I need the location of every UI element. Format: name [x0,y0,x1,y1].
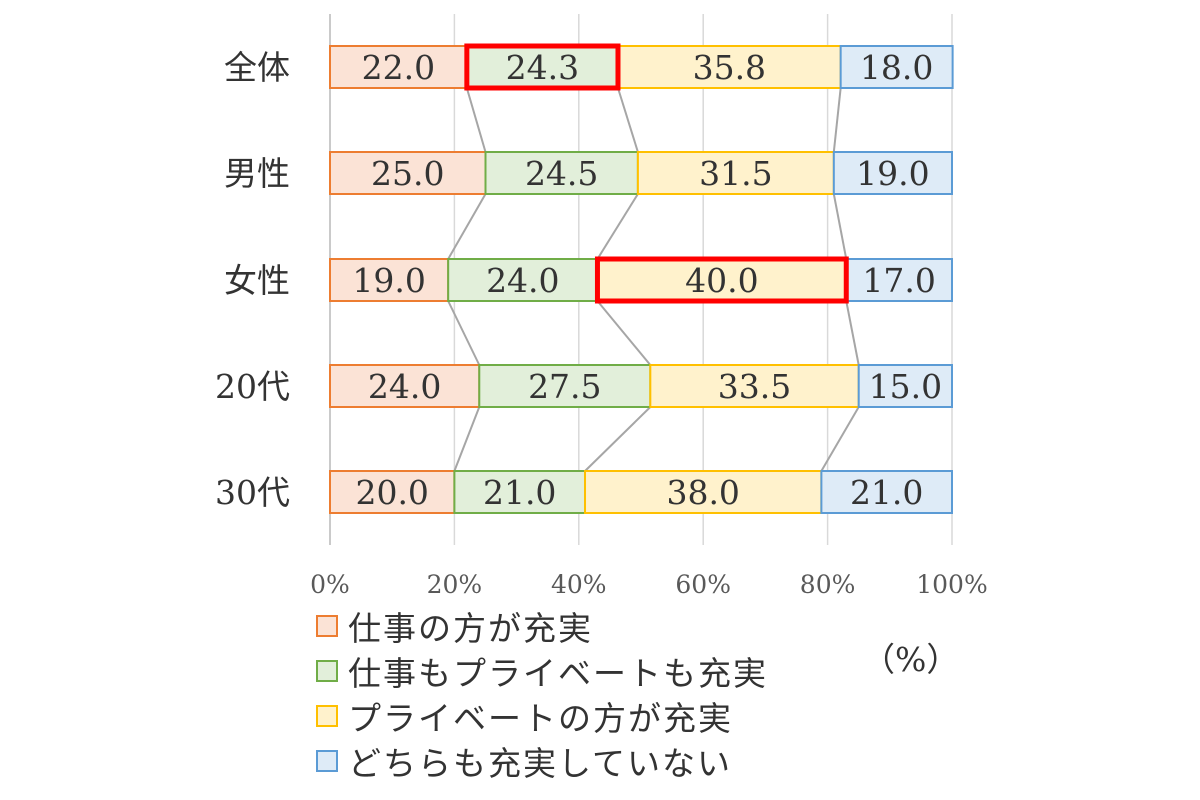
series-line [820,406,860,472]
legend-swatch-both [316,659,338,682]
legend: 仕事の方が充実 仕事もプライベートも充実 プライベートの方が充実 どちらも充実し… [316,603,876,783]
category-label: 全体 [224,48,290,87]
bar-data-label: 38.0 [666,473,739,512]
bar-data-label: 18.0 [860,48,933,87]
bar-data-label: 27.5 [528,367,601,406]
highlight-box [464,43,621,91]
bar-segment [616,45,842,89]
bar-segment [832,151,954,195]
x-tick-label: 40% [551,570,607,599]
bar-data-label: 20.0 [355,473,428,512]
bar-data-label: 31.5 [699,154,772,193]
legend-item-work: 仕事の方が充実 [316,603,876,648]
bar-data-label: 24.0 [486,261,559,300]
legend-label-private: プライベートの方が充実 [348,698,733,738]
category-label: 20代 [215,367,290,406]
bar-data-label: 22.0 [362,48,435,87]
bar-data-label: 19.0 [352,261,425,300]
x-tick-label: 0% [310,570,350,599]
bar-segment [447,258,599,302]
bar-segment [845,258,954,302]
legend-label-both: 仕事もプライベートも充実 [348,653,768,693]
bar-data-label: 40.0 [685,261,758,300]
bar-segment [839,45,954,89]
bar-segment [484,151,639,195]
bar-data-label: 25.0 [371,154,444,193]
series-line [447,193,487,260]
bar-data-label: 15.0 [869,367,942,406]
bar-segment [649,364,860,408]
series-line [584,406,652,472]
series-line [832,193,848,260]
legend-label-neither: どちらも充実していない [348,743,733,783]
bar-data-label: 21.0 [483,473,556,512]
bar-segment [329,258,450,302]
series-line [596,300,652,366]
series-line [617,87,639,153]
x-tick-label: 20% [427,570,483,599]
legend-swatch-neither [316,749,338,772]
legend-swatch-work [316,614,338,637]
series-line [465,87,487,153]
category-label: 30代 [215,473,290,512]
bar-segment [820,470,953,514]
series-line [453,406,481,472]
bar-data-label: 21.0 [850,473,923,512]
legend-swatch-private [316,704,338,727]
stacked-bar-chart: 22.0 24.3 35.8 18.0 全体 25.0 24.5 31.5 19.0 男性 19.0… [215,14,988,599]
bar-data-label: 35.8 [693,48,766,87]
bar-data-label: 24.5 [525,154,598,193]
unit-label: （%） [862,640,960,679]
bar-data-label: 24.0 [368,367,441,406]
bar-segment [857,364,954,408]
category-label: 女性 [224,261,290,300]
bar-segment [636,151,835,195]
bar-segment [329,364,481,408]
bar-data-label: 33.5 [718,367,791,406]
bar-segment [453,470,587,514]
series-line [845,300,860,366]
legend-item-both: 仕事もプライベートも充実 [316,648,876,693]
bar-data-label: 17.0 [862,261,935,300]
category-label: 男性 [224,154,290,193]
highlight-box [594,256,849,304]
series-line [447,300,481,366]
legend-item-neither: どちらも充実していない [316,738,876,783]
x-tick-label: 60% [675,570,731,599]
x-tick-label: 100% [916,570,987,599]
legend-label-work: 仕事の方が充実 [348,608,593,648]
bar-data-label: 19.0 [856,154,929,193]
bar-data-label: 24.3 [506,48,579,87]
bar-segment [329,151,487,195]
x-tick-label: 80% [800,570,856,599]
legend-item-private: プライベートの方が充実 [316,693,876,738]
series-line [596,193,639,260]
bar-segment [329,470,456,514]
series-line [832,87,842,153]
